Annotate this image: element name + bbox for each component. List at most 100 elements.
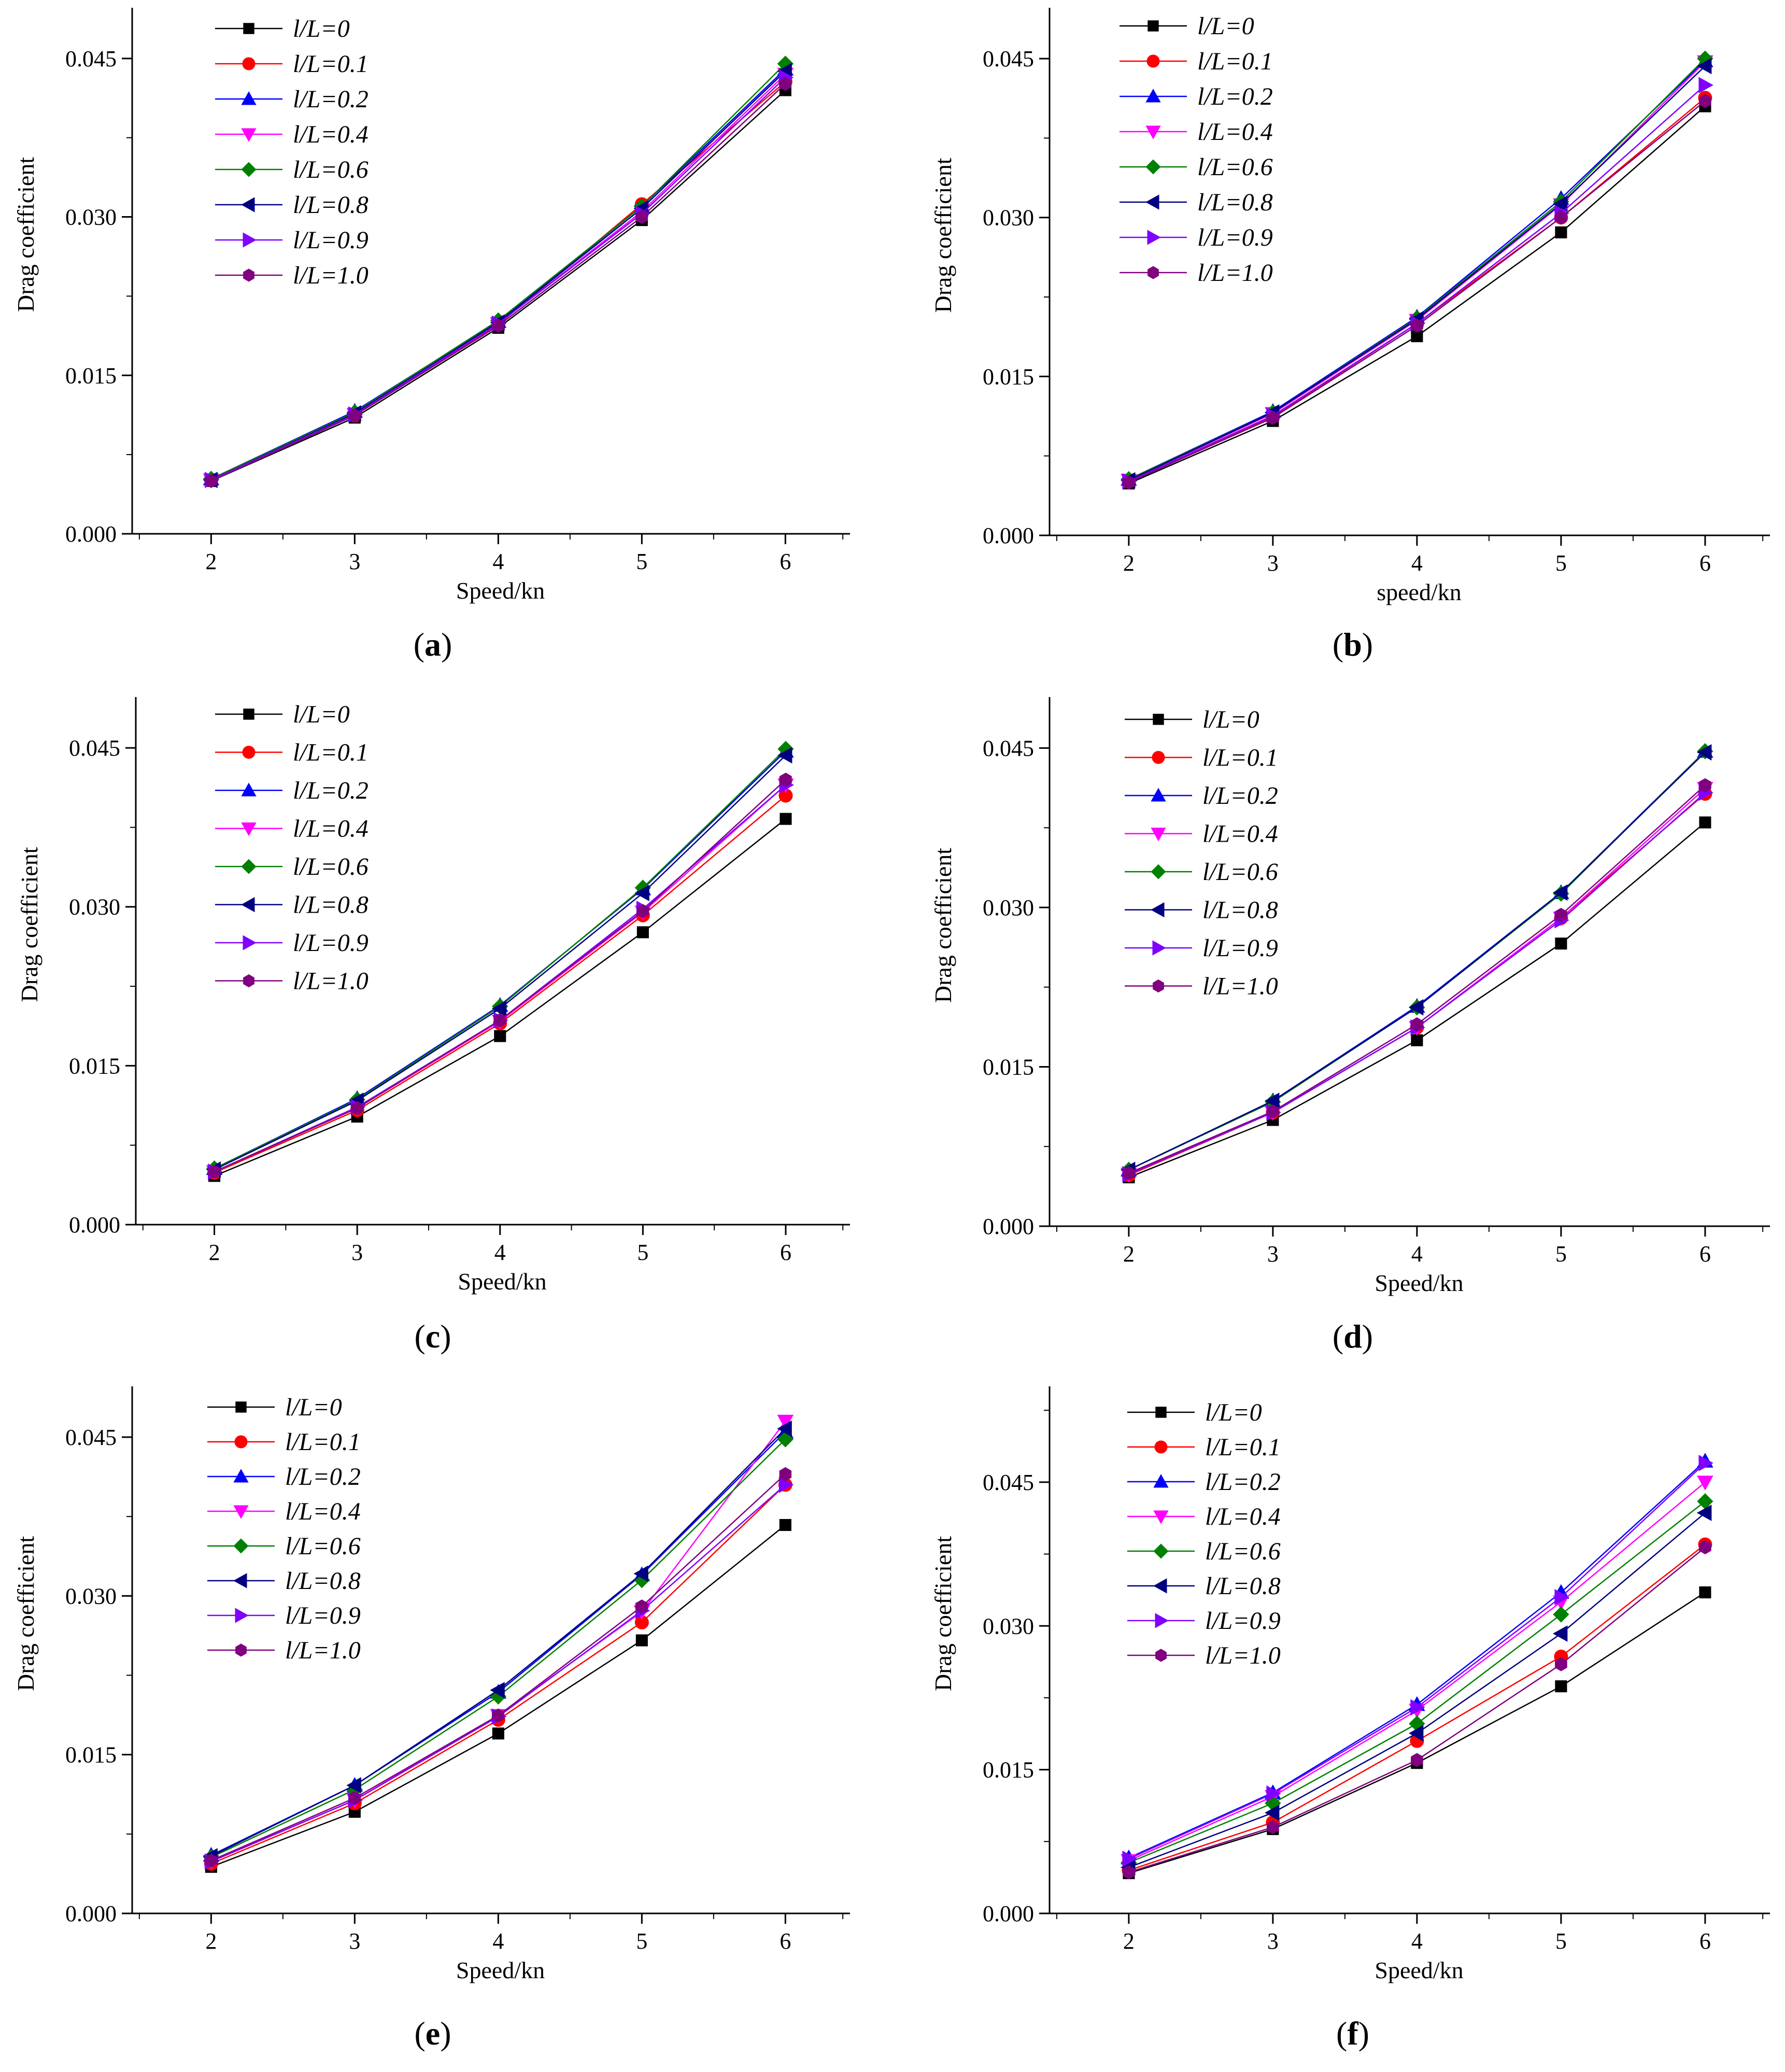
legend-label: l/L=0.4 [1205,1503,1281,1530]
x-tick-label: 6 [780,1928,791,1954]
legend-label: l/L=0.1 [285,1428,361,1456]
data-point [348,1791,361,1805]
series-l/L=0.2 [206,743,794,1175]
legend-marker [1155,1649,1167,1662]
data-point [1408,1725,1424,1742]
legend-label: l/L=0.1 [293,50,369,78]
chart-panel-f: 2 3 4 5 6 0.000 0.015 0.030 0.045 Speed/kn Drag co… [930,1386,1770,2052]
y-axis-title: Drag coefficient [16,847,42,1002]
legend-label: l/L=0.4 [1197,118,1273,146]
data-point [1123,1166,1135,1181]
x-axis-title: Speed/kn [456,1957,545,1983]
data-point [634,885,649,901]
legend-marker [1148,20,1159,32]
legend-label: l/L=0 [1197,12,1254,40]
data-point [1410,1699,1425,1716]
legend-label: l/L=0.2 [293,777,369,804]
legend-marker [1155,1407,1167,1418]
data-point [636,904,649,918]
data-point [635,1634,648,1647]
legend-marker [1145,194,1159,210]
legend-label: l/L=0 [293,15,350,42]
legend-marker [233,1538,249,1554]
legend-marker [1151,902,1165,918]
legend-label: l/L=0.8 [1197,189,1273,216]
legend-label: l/L=0.9 [293,929,369,957]
x-axis-title: Speed/kn [1375,1957,1463,1983]
legend-marker [1145,125,1161,139]
data-point [779,1467,792,1482]
data-point [351,1101,363,1115]
data-point [1555,1657,1567,1671]
data-point [1555,907,1567,922]
series-l/L=0.8 [206,747,792,1178]
legend-label: l/L=0.1 [1202,744,1278,772]
series-line [1128,1512,1706,1868]
series-l/L=0.4 [203,67,794,489]
y-tick-label: 0.015 [983,1054,1034,1080]
data-point [492,1708,505,1723]
legend-label: l/L=0.8 [293,191,369,219]
series-l/L=0.8 [1120,744,1712,1179]
legend-marker [1151,788,1166,802]
x-tick-label: 4 [1411,550,1423,576]
legend-marker [241,128,257,142]
x-tick-label: 2 [1123,1928,1135,1954]
legend-marker [235,1608,249,1623]
legend-label: l/L=1.0 [1202,973,1278,1000]
panel-caption: (c) [414,1318,451,1355]
data-point [636,926,649,939]
y-tick-label: 0.000 [983,523,1034,548]
legend-label: l/L=0.9 [293,226,369,254]
chart-panel-b: 2 3 4 5 6 0.000 0.015 0.030 0.045 speed/kn Drag co… [930,8,1770,663]
legend-label: l/L=0.9 [285,1602,361,1629]
panel-caption: (d) [1333,1318,1373,1355]
data-point [492,1727,504,1740]
legend: l/L=0 l/L=0.1 l/L=0.2 l/L=0.4 l/L=0.6 l/L=0.8… [215,15,369,289]
legend: l/L=0 l/L=0.1 l/L=0.2 l/L=0.4 l/L=0.6 l/L=0.8… [1127,1399,1281,1669]
x-tick-label: 6 [1699,1928,1711,1954]
legend-label: l/L=0 [1205,1399,1262,1426]
data-point [1122,1850,1137,1867]
data-point [1553,1606,1569,1623]
legend-marker [1145,89,1161,103]
x-axis-title: Speed/kn [458,1268,546,1295]
y-tick-label: 0.030 [983,1613,1034,1639]
legend-marker [243,708,254,720]
x-tick-label: 3 [351,1240,363,1265]
series-l/L=0.6 [206,741,794,1177]
legend-label: l/L=0.6 [293,156,369,183]
data-point [1411,1753,1423,1767]
y-tick-label: 0.030 [983,205,1034,231]
y-tick-label: 0.030 [69,895,120,920]
x-tick-label: 3 [1267,1928,1279,1954]
y-tick-label: 0.015 [65,1742,117,1768]
data-point [346,1777,361,1794]
data-point [1411,1034,1423,1046]
legend-label: l/L=0.4 [285,1498,361,1525]
legend-marker [241,897,255,913]
data-point [1696,744,1712,761]
data-point [780,772,792,787]
legend-marker [235,1643,247,1657]
data-point [1264,1805,1280,1821]
legend-label: l/L=0 [1202,706,1259,733]
legend-label: l/L=1.0 [293,968,369,995]
legend-label: l/L=0.9 [1205,1607,1281,1635]
legend-label: l/L=0 [293,701,350,728]
series-l/L=1.0 [1123,94,1711,490]
legend-label: l/L=0.9 [1197,224,1273,251]
legend-marker [241,91,257,105]
y-tick-label: 0.045 [65,1425,117,1450]
data-point [1555,210,1567,225]
data-point [1697,1475,1713,1491]
data-point [1552,1625,1568,1642]
legend-marker [1145,159,1161,175]
data-point [1699,778,1711,792]
x-tick-label: 3 [349,549,360,574]
legend-label: l/L=0.4 [293,121,369,148]
y-tick-label: 0.000 [65,1901,117,1926]
data-point [1411,318,1423,333]
data-point [205,1853,218,1868]
data-point [1555,226,1567,238]
